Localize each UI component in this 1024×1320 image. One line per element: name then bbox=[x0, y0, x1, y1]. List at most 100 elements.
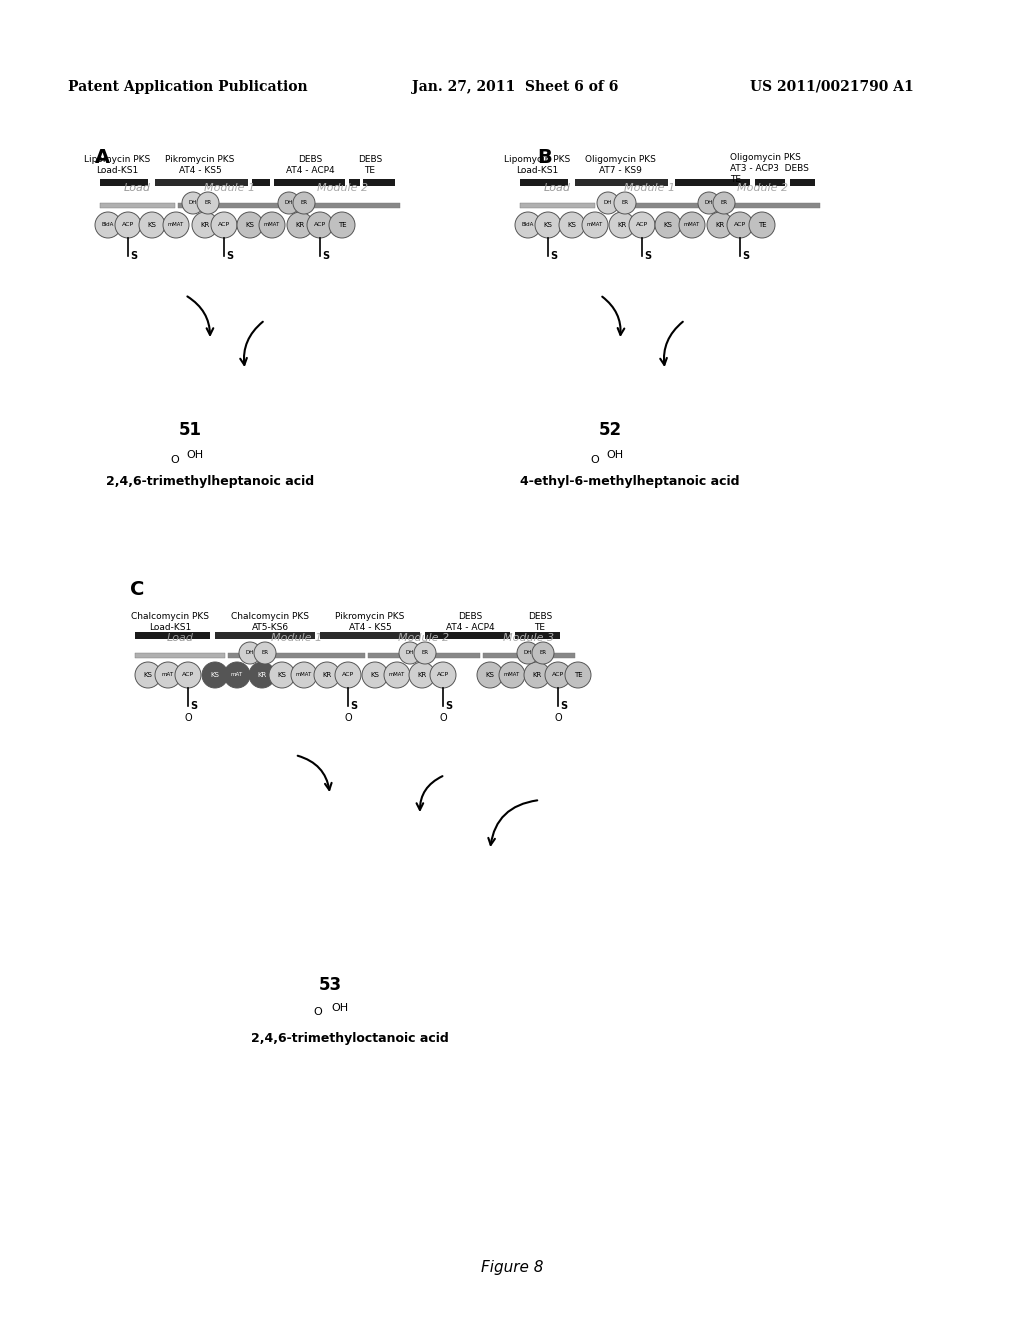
Circle shape bbox=[597, 191, 618, 214]
FancyArrowPatch shape bbox=[241, 322, 263, 364]
Bar bbox=[675, 178, 750, 186]
Circle shape bbox=[329, 213, 355, 238]
Circle shape bbox=[115, 213, 141, 238]
Text: OH: OH bbox=[332, 1003, 348, 1012]
Text: S: S bbox=[644, 251, 651, 261]
Circle shape bbox=[414, 642, 436, 664]
Text: ACP: ACP bbox=[437, 672, 450, 677]
Circle shape bbox=[535, 213, 561, 238]
Text: DEBS
AT4 - ACP4: DEBS AT4 - ACP4 bbox=[286, 154, 334, 176]
Text: BldA: BldA bbox=[101, 223, 115, 227]
Circle shape bbox=[698, 191, 720, 214]
Text: S: S bbox=[445, 701, 453, 711]
Bar bbox=[520, 178, 568, 186]
Text: DEBS
TE: DEBS TE bbox=[528, 612, 552, 632]
Circle shape bbox=[254, 642, 276, 664]
Circle shape bbox=[197, 191, 219, 214]
Text: mAT: mAT bbox=[231, 672, 243, 677]
Text: ER: ER bbox=[205, 201, 212, 206]
Text: ACP: ACP bbox=[122, 223, 134, 227]
Text: KR: KR bbox=[617, 222, 627, 228]
Bar bbox=[100, 202, 175, 207]
FancyArrowPatch shape bbox=[660, 322, 683, 364]
Text: DEBS
TE: DEBS TE bbox=[357, 154, 382, 176]
Bar bbox=[349, 178, 360, 186]
Text: KS: KS bbox=[278, 672, 287, 678]
Text: DH: DH bbox=[285, 201, 293, 206]
Text: mAT: mAT bbox=[162, 672, 174, 677]
Bar bbox=[515, 631, 560, 639]
Text: US 2011/0021790 A1: US 2011/0021790 A1 bbox=[750, 81, 913, 94]
Circle shape bbox=[515, 213, 541, 238]
Circle shape bbox=[237, 213, 263, 238]
Text: Module 2: Module 2 bbox=[317, 183, 368, 193]
Text: KS: KS bbox=[567, 222, 577, 228]
Bar bbox=[135, 631, 210, 639]
Text: Module 2: Module 2 bbox=[737, 183, 788, 193]
Text: mMAT: mMAT bbox=[684, 223, 700, 227]
Text: KS: KS bbox=[147, 222, 157, 228]
Circle shape bbox=[409, 663, 435, 688]
Text: O: O bbox=[313, 1007, 323, 1016]
Bar bbox=[362, 178, 395, 186]
Text: 4-ethyl-6-methylheptanoic acid: 4-ethyl-6-methylheptanoic acid bbox=[520, 475, 739, 488]
FancyArrowPatch shape bbox=[187, 297, 213, 335]
Text: 2,4,6-trimethylheptanoic acid: 2,4,6-trimethylheptanoic acid bbox=[105, 475, 314, 488]
Circle shape bbox=[707, 213, 733, 238]
Text: mMAT: mMAT bbox=[168, 223, 184, 227]
Text: Jan. 27, 2011  Sheet 6 of 6: Jan. 27, 2011 Sheet 6 of 6 bbox=[412, 81, 618, 94]
Circle shape bbox=[524, 663, 550, 688]
Circle shape bbox=[679, 213, 705, 238]
Circle shape bbox=[163, 213, 189, 238]
Circle shape bbox=[430, 663, 456, 688]
Text: A: A bbox=[95, 148, 111, 168]
Text: Pikromycin PKS
AT4 - KS5: Pikromycin PKS AT4 - KS5 bbox=[335, 612, 404, 632]
Circle shape bbox=[269, 663, 295, 688]
Text: ACP: ACP bbox=[314, 223, 326, 227]
Text: KR: KR bbox=[323, 672, 332, 678]
Text: Load: Load bbox=[167, 634, 194, 643]
FancyArrowPatch shape bbox=[488, 800, 538, 845]
FancyArrowPatch shape bbox=[298, 756, 332, 789]
Text: OH: OH bbox=[186, 450, 204, 459]
Bar bbox=[228, 652, 365, 657]
Text: Patent Application Publication: Patent Application Publication bbox=[68, 81, 307, 94]
Bar bbox=[368, 652, 480, 657]
Text: mMAT: mMAT bbox=[587, 223, 603, 227]
Text: DH: DH bbox=[604, 201, 612, 206]
Text: 53: 53 bbox=[318, 975, 342, 994]
Circle shape bbox=[614, 191, 636, 214]
Text: KS: KS bbox=[544, 222, 552, 228]
Circle shape bbox=[314, 663, 340, 688]
Circle shape bbox=[727, 213, 753, 238]
Bar bbox=[425, 631, 510, 639]
Text: mMAT: mMAT bbox=[504, 672, 520, 677]
Text: Chalcomycin PKS
Load-KS1: Chalcomycin PKS Load-KS1 bbox=[131, 612, 209, 632]
Circle shape bbox=[259, 213, 285, 238]
Bar bbox=[135, 652, 225, 657]
Text: ACP: ACP bbox=[552, 672, 564, 677]
Text: Module 1: Module 1 bbox=[271, 634, 323, 643]
Text: Module 1: Module 1 bbox=[205, 183, 256, 193]
Circle shape bbox=[655, 213, 681, 238]
Text: O: O bbox=[554, 713, 562, 723]
Text: KS: KS bbox=[371, 672, 380, 678]
Circle shape bbox=[545, 663, 571, 688]
Text: Pikromycin PKS
AT4 - KS5: Pikromycin PKS AT4 - KS5 bbox=[165, 154, 234, 176]
Text: TE: TE bbox=[338, 222, 346, 228]
Text: O: O bbox=[184, 713, 191, 723]
Circle shape bbox=[629, 213, 655, 238]
Text: TE: TE bbox=[573, 672, 583, 678]
Text: KR: KR bbox=[201, 222, 210, 228]
Text: mMAT: mMAT bbox=[296, 672, 312, 677]
Bar bbox=[483, 652, 575, 657]
Bar bbox=[319, 631, 420, 639]
Circle shape bbox=[565, 663, 591, 688]
Text: KR: KR bbox=[532, 672, 542, 678]
Text: Module 1: Module 1 bbox=[625, 183, 676, 193]
Bar bbox=[790, 178, 815, 186]
Text: ACP: ACP bbox=[636, 223, 648, 227]
Circle shape bbox=[399, 642, 421, 664]
Circle shape bbox=[384, 663, 410, 688]
Text: S: S bbox=[130, 251, 137, 261]
